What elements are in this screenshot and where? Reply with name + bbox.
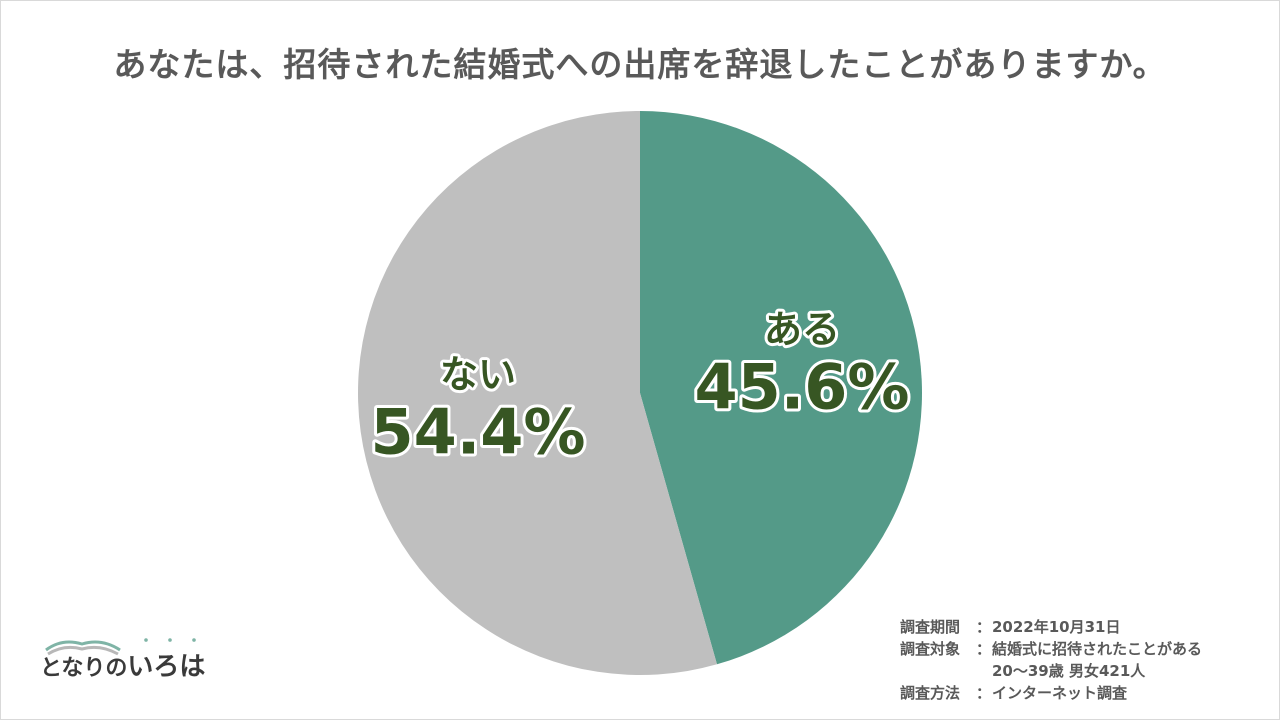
note-period-value: 2022年10月31日 — [992, 618, 1121, 636]
note-target-continued: 20～39歳 男女421人 — [900, 660, 1202, 682]
note-separator: ： — [976, 684, 992, 702]
note-period-key: 調査期間 — [900, 618, 961, 636]
slice-value-label-0: 45.6% — [694, 350, 909, 423]
book-arch-icon — [45, 638, 196, 656]
logo-text-a: となりの — [40, 656, 128, 681]
chart-title: あなたは、招待された結婚式への出席を辞退したことがありますか。 — [113, 45, 1167, 84]
slice-category-label-1: ない — [440, 353, 516, 397]
note-separator: ： — [976, 618, 992, 636]
survey-notes: 調査期間 ： 2022年10月31日 調査対象 ： 結婚式に招待されたことがある… — [900, 616, 1202, 704]
logo-text-b: いろは — [127, 652, 206, 682]
note-target: 調査対象 ： 結婚式に招待されたことがある — [900, 638, 1202, 660]
note-separator: ： — [976, 640, 992, 658]
slice-category-label-0: ある — [764, 307, 840, 351]
note-target-value-2: 20～39歳 男女421人 — [992, 662, 1146, 680]
pie-slice-1 — [358, 111, 717, 675]
brand-logo: となりのいろは — [38, 632, 228, 692]
note-method-value: インターネット調査 — [992, 684, 1128, 702]
logo-text: となりのいろは — [40, 646, 205, 683]
pie-slice-0 — [640, 111, 922, 665]
note-target-key: 調査対象 — [900, 640, 961, 658]
note-period: 調査期間 ： 2022年10月31日 — [900, 616, 1202, 638]
note-target-value-1: 結婚式に招待されたことがある — [992, 640, 1203, 658]
slice-value-label-1: 54.4% — [370, 396, 585, 469]
note-method: 調査方法 ： インターネット調査 — [900, 682, 1202, 704]
note-method-key: 調査方法 — [900, 684, 961, 702]
